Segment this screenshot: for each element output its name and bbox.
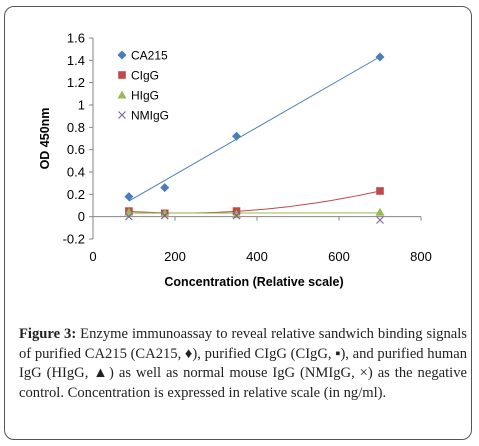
x-marker-stroke bbox=[118, 111, 126, 119]
x-marker bbox=[376, 216, 384, 224]
y-tick-label: 0 bbox=[78, 209, 85, 224]
chart-legend: CA215 CIgG HIgG NMIgG bbox=[117, 49, 169, 123]
legend-label: NMIgG bbox=[131, 109, 169, 123]
triangle-marker bbox=[375, 207, 385, 216]
caption-text: Enzyme immunoassay to reveal relative sa… bbox=[19, 326, 467, 401]
y-tick-label: 1 bbox=[78, 98, 85, 113]
y-tick-label: 0.8 bbox=[67, 120, 85, 135]
trendline-ca215 bbox=[128, 56, 381, 202]
y-axis-label: OD 450nm bbox=[38, 108, 52, 170]
x-axis-label: Concentration (Relative scale) bbox=[164, 275, 343, 289]
x-tick-label: 200 bbox=[164, 249, 186, 264]
x-tick-label: 600 bbox=[328, 249, 350, 264]
triangle-marker bbox=[232, 209, 241, 218]
legend-label: HIgG bbox=[131, 89, 159, 103]
x-marker bbox=[160, 211, 169, 220]
x-marker-stroke bbox=[232, 211, 241, 220]
y-tick-label: 1.4 bbox=[67, 53, 85, 68]
chart-svg: -0.2 0 0.2 0.4 0.6 0.8 1 1.2 1.4 1.6 0 200 400 600 800… bbox=[38, 31, 432, 290]
x-marker bbox=[232, 211, 241, 220]
x-tick-label: 400 bbox=[246, 249, 268, 264]
x-tick-label: 800 bbox=[410, 249, 432, 264]
chart-trendlines bbox=[128, 56, 381, 214]
triangle-marker bbox=[160, 208, 170, 217]
y-tick-label: 0.2 bbox=[67, 187, 85, 202]
square-marker bbox=[118, 71, 126, 79]
y-tick-label: -0.2 bbox=[63, 232, 85, 247]
legend-label: CA215 bbox=[131, 49, 168, 63]
x-marker bbox=[118, 111, 126, 119]
y-tick-label: 1.2 bbox=[67, 75, 85, 90]
figure-caption: Figure 3: Enzyme immunoassay to reveal r… bbox=[19, 325, 467, 403]
diamond-marker bbox=[160, 183, 170, 193]
y-tick-label: 0.4 bbox=[67, 165, 85, 180]
x-marker-stroke bbox=[124, 212, 133, 221]
y-tick-label: 0.6 bbox=[67, 142, 85, 157]
chart-points bbox=[124, 52, 385, 224]
x-marker-stroke bbox=[376, 216, 384, 224]
x-marker bbox=[124, 212, 133, 221]
chart-axes: -0.2 0 0.2 0.4 0.6 0.8 1 1.2 1.4 1.6 0 200 400 600 800 bbox=[63, 31, 432, 265]
x-tick-label: 0 bbox=[89, 249, 96, 264]
triangle-marker bbox=[117, 90, 127, 99]
diamond-marker bbox=[124, 192, 134, 202]
legend-label: CIgG bbox=[131, 69, 159, 83]
diamond-marker bbox=[117, 50, 127, 60]
figure-frame: -0.2 0 0.2 0.4 0.6 0.8 1 1.2 1.4 1.6 0 200 400 600 800… bbox=[4, 6, 472, 440]
y-tick-label: 1.6 bbox=[67, 31, 85, 46]
diamond-marker bbox=[375, 52, 385, 62]
caption-label: Figure 3: bbox=[19, 326, 77, 342]
square-marker bbox=[376, 187, 384, 195]
x-marker-stroke bbox=[160, 211, 169, 220]
diamond-marker bbox=[232, 131, 241, 141]
